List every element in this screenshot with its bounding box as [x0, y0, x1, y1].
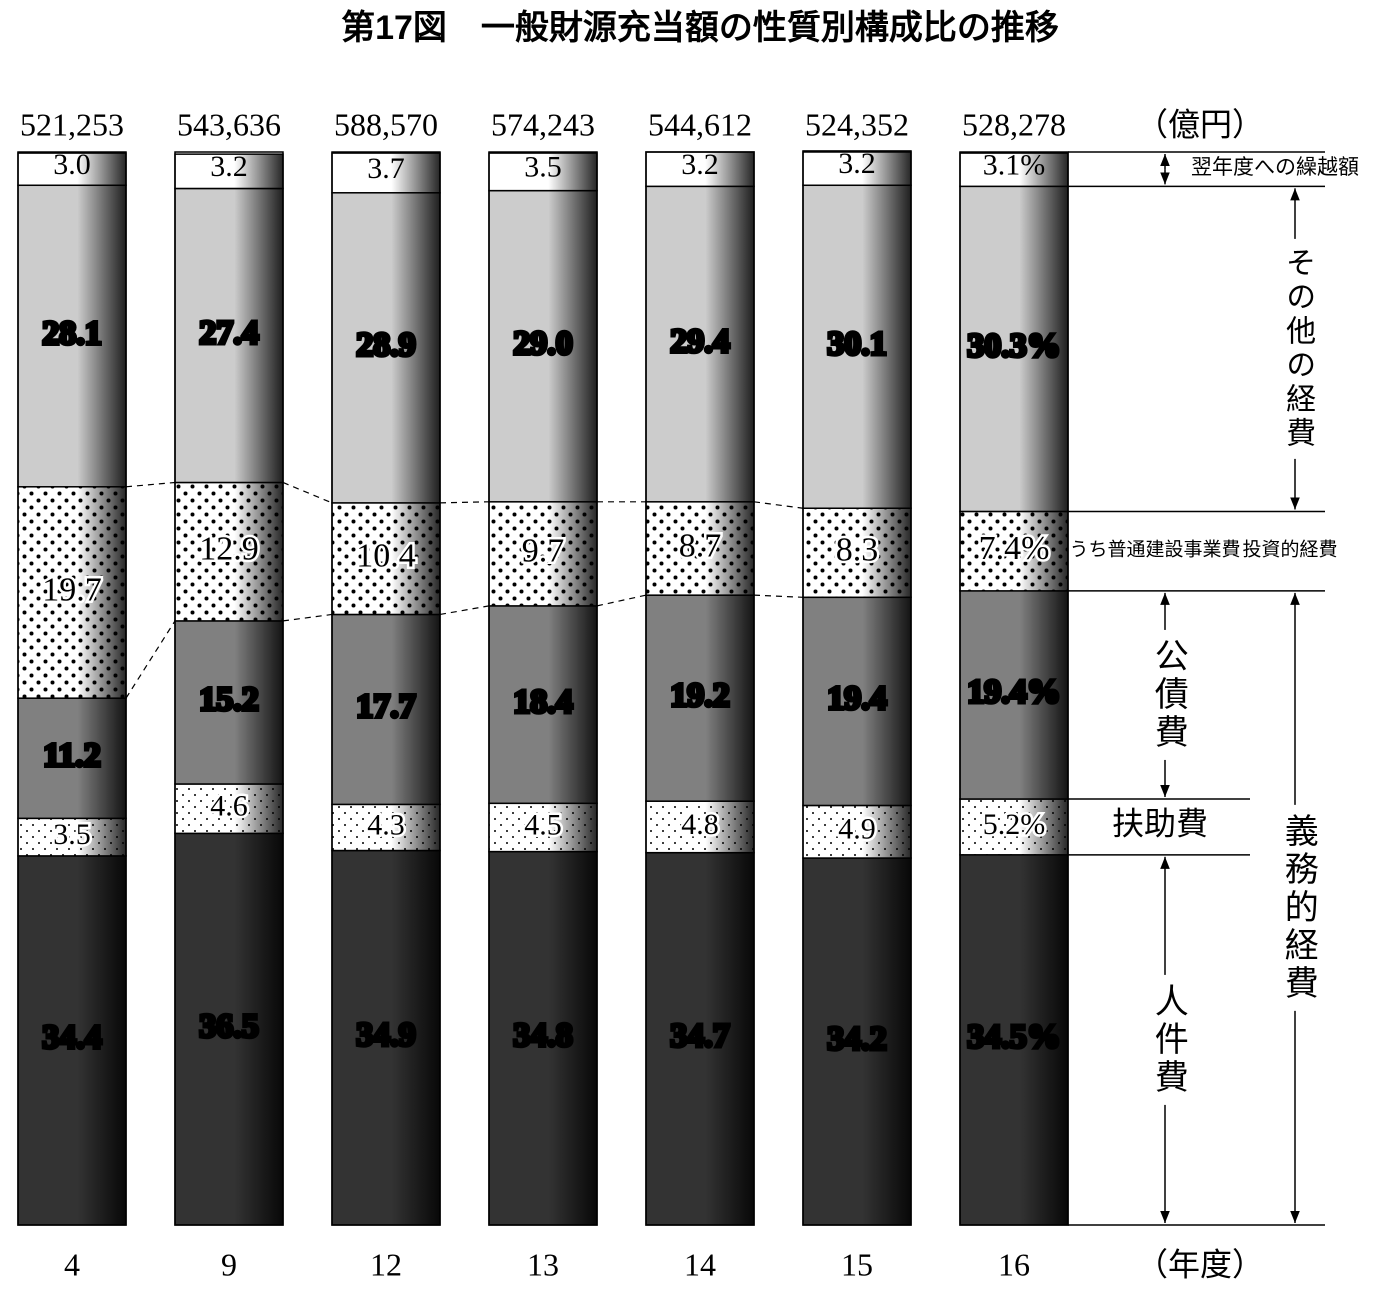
total-label: 521,253	[20, 106, 124, 142]
total-label: 543,636	[177, 106, 281, 142]
x-tick-label: 9	[221, 1246, 237, 1282]
data-label: 4.9	[838, 813, 876, 846]
legend-label: うち普通建設事業費	[1069, 539, 1240, 561]
x-tick-label: 15	[841, 1246, 873, 1282]
legend-label: 扶助費	[1112, 805, 1208, 841]
bar-frame	[17, 151, 127, 1226]
data-label: 30.3%	[967, 328, 1061, 365]
bar-frame	[174, 151, 284, 1226]
bar-frame	[959, 151, 1069, 1226]
data-label: 11.2	[43, 737, 101, 774]
connector	[753, 501, 804, 509]
data-label: 34.5%	[967, 1019, 1061, 1056]
data-label: 28.1	[42, 315, 102, 352]
data-label: 30.1	[827, 326, 887, 363]
x-axis-label: （年度）	[1136, 1246, 1264, 1282]
bar-shade	[77, 153, 126, 1225]
data-label: 4.8	[681, 808, 719, 841]
bar-frame	[645, 151, 755, 1226]
data-label: 3.2	[681, 148, 719, 181]
total-label: 544,612	[648, 106, 752, 142]
legend-label: 義務的経費	[1279, 813, 1317, 1003]
data-label: 36.5	[199, 1008, 259, 1045]
connector	[439, 501, 490, 504]
legend-label: 人件費	[1149, 983, 1187, 1097]
data-label: 5.2%	[983, 808, 1046, 841]
data-label: 18.4	[513, 683, 573, 720]
data-label: 19.2	[670, 677, 730, 714]
total-label: 524,352	[805, 106, 909, 142]
bar-shade	[391, 153, 440, 1225]
data-label: 3.7	[367, 152, 405, 185]
data-label: 3.2	[838, 147, 876, 180]
data-label: 19.4	[827, 680, 887, 717]
connector	[125, 620, 176, 699]
data-label: 4.5	[524, 808, 562, 841]
data-label: 10.4	[356, 537, 416, 574]
chart-title: 第17図 一般財源充当額の性質別構成比の推移	[341, 9, 1059, 47]
data-label: 9.7	[522, 533, 565, 570]
connector	[596, 594, 647, 607]
data-label: 12.9	[199, 530, 259, 567]
x-tick-label: 13	[527, 1246, 559, 1282]
total-label: 574,243	[491, 106, 595, 142]
bar-frame	[331, 151, 441, 1226]
x-tick-label: 12	[370, 1246, 402, 1282]
data-label: 34.7	[670, 1018, 730, 1055]
data-label: 27.4	[199, 314, 259, 351]
data-label: 29.4	[670, 323, 730, 360]
data-label: 17.7	[356, 688, 416, 725]
data-label: 3.5	[53, 818, 91, 851]
data-label: 34.4	[42, 1019, 102, 1056]
data-label: 15.2	[199, 681, 259, 718]
data-label: 34.8	[513, 1017, 573, 1054]
connector	[125, 481, 176, 488]
data-label: 7.4%	[979, 530, 1050, 567]
data-label: 3.1%	[983, 149, 1046, 182]
data-label: 4.6	[210, 790, 248, 823]
bar-shade	[234, 154, 283, 1225]
legend-label: 公債費	[1149, 638, 1188, 752]
bar-shade	[548, 153, 597, 1225]
total-label: 588,570	[334, 106, 438, 142]
connector	[753, 594, 804, 598]
data-label: 3.5	[524, 151, 562, 184]
data-label: 8.7	[679, 527, 722, 564]
x-tick-label: 14	[684, 1246, 716, 1282]
bar-frame	[802, 151, 912, 1226]
data-label: 28.9	[356, 327, 416, 364]
data-label: 19.7	[42, 571, 102, 608]
bar-shade	[1019, 153, 1068, 1225]
data-label: 3.0	[53, 148, 91, 181]
connector	[282, 613, 333, 622]
data-label: 4.3	[367, 808, 405, 841]
legend-label: その他の経費	[1281, 247, 1316, 451]
x-tick-label: 4	[64, 1246, 80, 1282]
connector	[439, 605, 490, 616]
data-label: 8.3	[836, 532, 879, 569]
data-label: 3.2	[210, 150, 248, 183]
bar-shade	[705, 152, 754, 1225]
connector	[282, 481, 333, 504]
data-label: 29.0	[513, 325, 573, 362]
legend-label: 翌年度への繰越額	[1191, 155, 1359, 179]
bar-shade	[862, 150, 911, 1225]
bar-frame	[488, 151, 598, 1226]
x-tick-label: 16	[998, 1246, 1030, 1282]
legend-label: 投資的経費	[1242, 539, 1337, 561]
data-label: 19.4%	[967, 674, 1061, 711]
total-label: 528,278	[962, 106, 1066, 142]
data-label: 34.9	[356, 1017, 416, 1054]
unit-label: （億円）	[1136, 106, 1264, 142]
data-label: 34.2	[827, 1020, 887, 1057]
